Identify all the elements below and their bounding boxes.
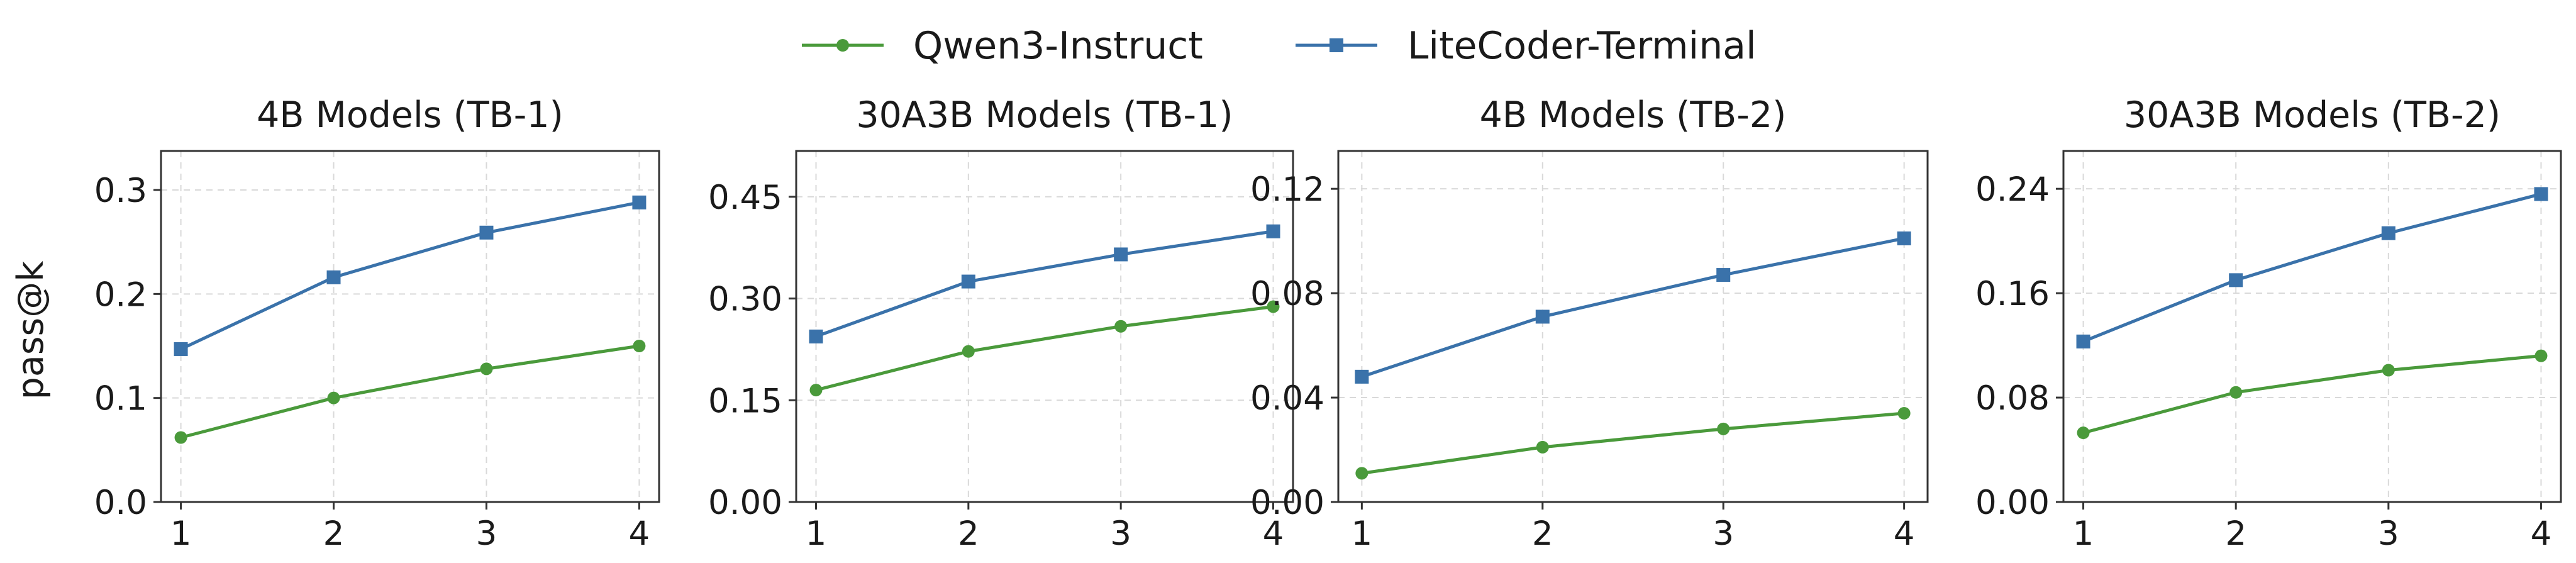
data-point-qwen3-instruct <box>1536 440 1549 454</box>
data-point-litecoder-terminal <box>2229 273 2243 287</box>
y-tick-label: 0.04 <box>1250 379 1324 418</box>
data-point-qwen3-instruct <box>1114 320 1128 333</box>
plot-frame <box>1337 150 1929 503</box>
data-point-qwen3-instruct <box>2229 386 2243 399</box>
x-tick-label: 2 <box>323 515 345 553</box>
data-point-qwen3-instruct <box>1355 467 1368 480</box>
data-point-qwen3-instruct <box>962 345 975 358</box>
x-tick-label: 1 <box>2073 515 2094 553</box>
x-tick-label: 3 <box>1713 515 1734 553</box>
data-point-litecoder-terminal <box>961 274 975 289</box>
series-line-qwen3-instruct <box>815 304 1274 392</box>
data-point-qwen3-instruct <box>2382 364 2395 377</box>
legend-label-litecoder-terminal: LiteCoder-Terminal <box>1407 24 1757 68</box>
data-point-litecoder-terminal <box>1266 224 1280 238</box>
y-tick-label: 0.1 <box>94 380 147 418</box>
x-tick-label: 3 <box>476 515 497 553</box>
data-point-qwen3-instruct <box>1717 422 1730 435</box>
y-tick-label: 0.30 <box>708 281 782 319</box>
x-tick-label: 3 <box>2378 515 2399 553</box>
y-tick-label: 0.2 <box>94 276 147 314</box>
legend-marker-circle <box>836 39 849 52</box>
series-line-qwen3-instruct <box>1362 411 1904 475</box>
y-axis-label: pass@k <box>10 261 52 400</box>
x-tick-label: 4 <box>1894 515 1915 553</box>
legend-marker-square <box>1330 38 1343 52</box>
plot-frame <box>2062 150 2562 503</box>
series-line-litecoder-terminal <box>1361 237 1905 379</box>
plot-frame <box>160 150 660 503</box>
series-line-litecoder-terminal <box>815 230 1274 338</box>
series-line-litecoder-terminal <box>2082 192 2542 343</box>
x-tick-label: 4 <box>2531 515 2552 553</box>
data-point-qwen3-instruct <box>174 431 187 444</box>
y-tick-label: 0.16 <box>1975 275 2050 313</box>
data-point-qwen3-instruct <box>2077 426 2090 440</box>
y-tick-label: 0.08 <box>1975 379 2050 418</box>
y-tick-label: 0.0 <box>94 484 147 522</box>
y-tick-label: 0.00 <box>1975 484 2050 522</box>
plot-frame <box>795 150 1294 503</box>
data-point-litecoder-terminal <box>326 270 341 284</box>
data-point-qwen3-instruct <box>2534 349 2548 362</box>
x-tick-label: 3 <box>1110 515 1131 553</box>
y-tick-label: 0.3 <box>94 172 147 210</box>
x-tick-label: 1 <box>1351 515 1372 553</box>
panel-title: 4B Models (TB-2) <box>1480 94 1787 136</box>
data-point-litecoder-terminal <box>174 342 188 356</box>
legend: Qwen3-Instruct LiteCoder-Terminal <box>802 24 1757 68</box>
x-tick-label: 2 <box>1532 515 1553 553</box>
panel-3: 4B Models (TB-2) 0.00 0.04 0.08 0.12 1 2 3 4 <box>1250 94 1929 553</box>
legend-entry-1: LiteCoder-Terminal <box>1296 24 1757 68</box>
x-tick-label: 4 <box>1263 515 1284 553</box>
y-tick-label: 0.00 <box>708 484 782 522</box>
data-point-qwen3-instruct <box>480 362 493 376</box>
data-point-litecoder-terminal <box>1535 309 1550 324</box>
data-point-qwen3-instruct <box>1267 300 1280 313</box>
series-line-qwen3-instruct <box>180 344 640 439</box>
y-tick-label: 0.45 <box>708 179 782 217</box>
y-tick-label: 0.08 <box>1250 275 1324 313</box>
data-point-litecoder-terminal <box>1716 268 1731 282</box>
x-tick-label: 2 <box>958 515 979 553</box>
data-point-litecoder-terminal <box>2534 187 2548 201</box>
y-tick-label: 0.00 <box>1250 484 1324 522</box>
series-line-qwen3-instruct <box>2082 354 2541 435</box>
x-tick-label: 2 <box>2225 515 2246 553</box>
panel-4: 30A3B Models (TB-2) 0.00 0.08 0.16 0.24 1 2 3 4 <box>1975 94 2562 553</box>
panel-title: 4B Models (TB-1) <box>257 94 564 136</box>
data-point-litecoder-terminal <box>1897 231 1911 245</box>
x-tick-label: 1 <box>170 515 192 553</box>
y-tick-label: 0.12 <box>1250 170 1324 209</box>
data-point-qwen3-instruct <box>633 340 646 352</box>
data-point-litecoder-terminal <box>632 195 647 209</box>
legend-label-qwen3-instruct: Qwen3-Instruct <box>913 24 1203 68</box>
data-point-litecoder-terminal <box>2076 334 2090 348</box>
data-point-qwen3-instruct <box>1897 406 1911 420</box>
data-point-litecoder-terminal <box>1114 247 1128 262</box>
data-point-qwen3-instruct <box>327 391 340 404</box>
data-point-qwen3-instruct <box>809 384 823 397</box>
series-line-litecoder-terminal <box>180 201 640 351</box>
legend-entry-0: Qwen3-Instruct <box>802 24 1203 68</box>
data-point-litecoder-terminal <box>2381 226 2396 240</box>
panel-title: 30A3B Models (TB-1) <box>856 94 1233 136</box>
data-point-litecoder-terminal <box>1355 369 1369 384</box>
y-tick-label: 0.24 <box>1975 170 2050 209</box>
x-tick-label: 1 <box>806 515 827 553</box>
panel-title: 30A3B Models (TB-2) <box>2124 94 2501 136</box>
y-tick-label: 0.15 <box>708 382 782 420</box>
data-point-litecoder-terminal <box>809 329 823 343</box>
panel-2: 30A3B Models (TB-1) 0.00 0.15 0.30 0.45 1 2 3 4 <box>708 94 1294 553</box>
panel-1: 4B Models (TB-1) 0.0 0.1 0.2 0.3 1 2 3 4 <box>94 94 660 553</box>
data-point-litecoder-terminal <box>479 225 494 240</box>
x-tick-label: 4 <box>629 515 650 553</box>
